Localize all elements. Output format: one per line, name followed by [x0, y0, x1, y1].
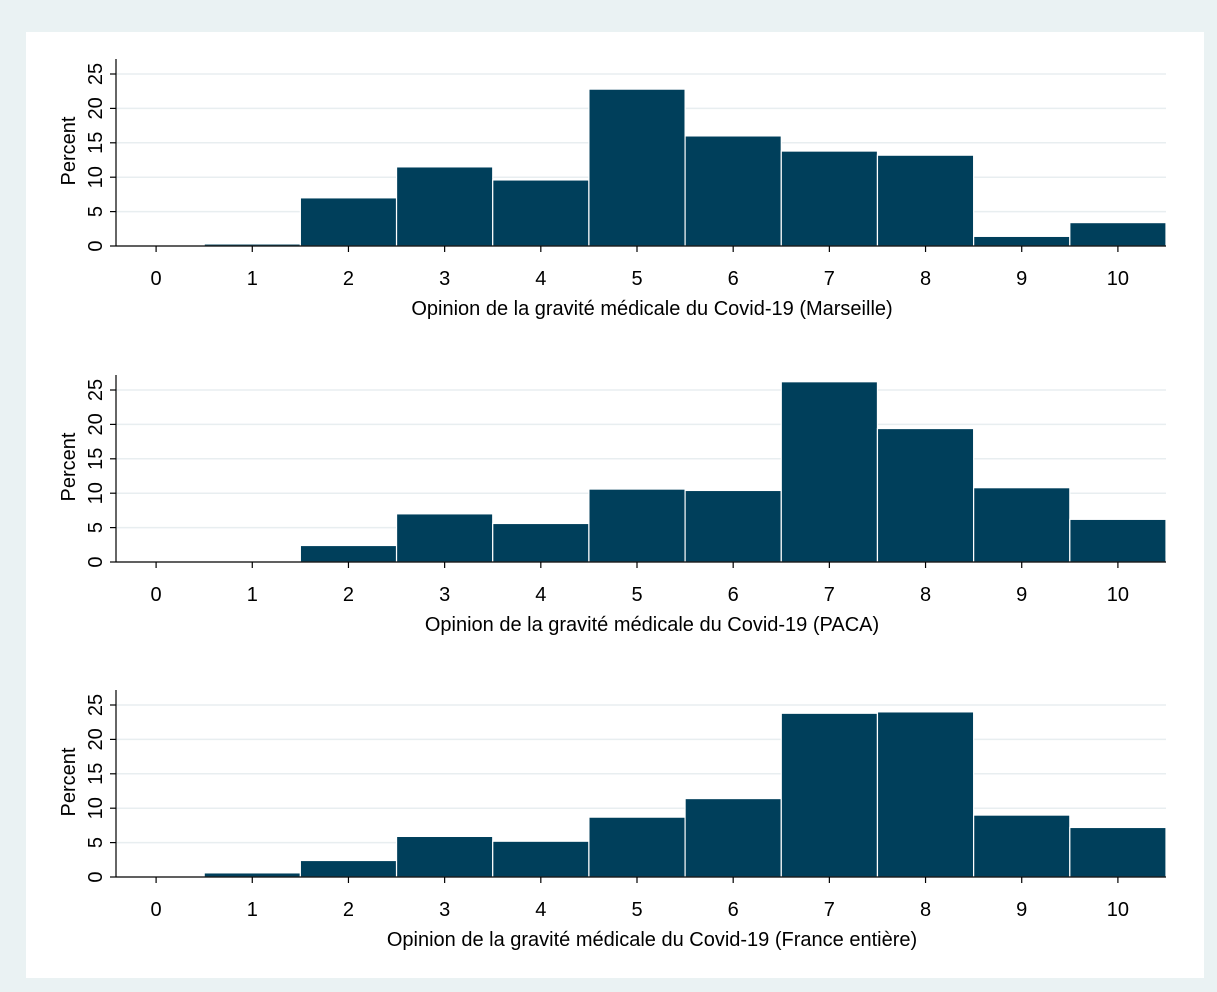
x-tick-label: 2	[343, 584, 354, 606]
x-tick-label: 8	[920, 584, 931, 606]
x-tick-label: 8	[920, 268, 931, 290]
x-tick-label: 1	[247, 899, 258, 921]
x-tick-label: 8	[920, 899, 931, 921]
histogram-bar	[876, 711, 975, 878]
x-tick-label: 5	[631, 584, 642, 606]
x-tick-label: 0	[151, 268, 162, 290]
x-tick-label: 9	[1016, 584, 1027, 606]
histogram-bar	[299, 197, 398, 247]
x-tick-label: 3	[439, 899, 450, 921]
y-tick-label: 15	[85, 132, 107, 154]
y-tick-label: 10	[85, 166, 107, 188]
y-tick-label: 5	[85, 522, 107, 533]
x-tick-label: 2	[343, 899, 354, 921]
x-tick-label: 5	[631, 899, 642, 921]
y-tick-label: 15	[85, 763, 107, 785]
histogram-bar	[492, 840, 590, 878]
y-tick-label: 0	[85, 240, 107, 251]
x-tick-label: 9	[1016, 899, 1027, 921]
x-tick-label: 6	[728, 268, 739, 290]
y-tick-label: 0	[85, 871, 107, 882]
x-tick-label: 4	[535, 268, 546, 290]
y-tick-label: 0	[85, 556, 107, 567]
histogram-bar	[492, 522, 590, 563]
x-tick-label: 9	[1016, 268, 1027, 290]
x-tick-label: 3	[439, 268, 450, 290]
y-tick-label: 20	[85, 413, 107, 435]
x-tick-label: 0	[151, 584, 162, 606]
histogram-bar	[973, 487, 1071, 563]
x-tick-label: 3	[439, 584, 450, 606]
y-tick-label: 5	[85, 837, 107, 848]
x-tick-label: 10	[1107, 899, 1129, 921]
y-tick-label: 25	[85, 379, 107, 401]
x-tick-label: 1	[247, 584, 258, 606]
histogram-bar	[684, 135, 782, 247]
x-tick-label: 7	[824, 899, 835, 921]
histogram-bar	[588, 88, 686, 247]
x-tick-label: 4	[535, 584, 546, 606]
y-tick-label: 10	[85, 797, 107, 819]
y-tick-label: 10	[85, 482, 107, 504]
x-tick-label: 10	[1107, 584, 1129, 606]
histogram-bar	[299, 859, 398, 878]
x-tick-label: 7	[824, 268, 835, 290]
x-axis-title: Opinion de la gravité médicale du Covid-…	[411, 298, 892, 320]
x-tick-label: 6	[728, 584, 739, 606]
histogram-bar	[395, 166, 494, 247]
histogram-bar	[203, 872, 301, 878]
histogram-bar	[876, 427, 975, 563]
histogram-bar	[395, 513, 494, 563]
histogram-bar	[876, 154, 975, 247]
histogram-bar	[1069, 222, 1167, 247]
histogram-bar	[588, 488, 686, 563]
y-tick-label: 25	[85, 694, 107, 716]
histogram-bar	[684, 797, 782, 878]
y-tick-label: 15	[85, 448, 107, 470]
histogram-bar	[684, 489, 782, 563]
x-tick-label: 5	[631, 268, 642, 290]
histogram-bar	[780, 150, 879, 247]
x-tick-label: 1	[247, 268, 258, 290]
histogram-bar	[780, 381, 879, 563]
x-axis-title: Opinion de la gravité médicale du Covid-…	[425, 614, 879, 636]
histogram-bar	[299, 544, 398, 563]
y-axis-title: Percent	[58, 116, 80, 185]
x-tick-label: 10	[1107, 268, 1129, 290]
histogram-bar	[1069, 826, 1167, 878]
y-tick-label: 20	[85, 728, 107, 750]
x-tick-label: 6	[728, 899, 739, 921]
histogram-bar	[1069, 518, 1167, 563]
figure-frame: 0 5 10 15 20 25 0 1 2 3 4 5 6 7 8 9 10 Percent Opinion de …	[26, 32, 1204, 978]
y-axis-title: Percent	[58, 432, 80, 501]
y-tick-label: 25	[85, 63, 107, 85]
histogram-bar	[973, 814, 1071, 878]
histogram-bar	[973, 235, 1071, 247]
y-axis-title: Percent	[58, 747, 80, 816]
histogram-bar	[395, 835, 494, 878]
x-tick-label: 2	[343, 268, 354, 290]
histogram-bar	[780, 712, 879, 878]
x-axis-title: Opinion de la gravité médicale du Covid-…	[387, 929, 917, 951]
histogram-bar	[492, 179, 590, 247]
histogram-bar	[588, 816, 686, 878]
x-tick-label: 4	[535, 899, 546, 921]
x-tick-label: 0	[151, 899, 162, 921]
x-tick-label: 7	[824, 584, 835, 606]
y-tick-label: 5	[85, 206, 107, 217]
y-tick-label: 20	[85, 97, 107, 119]
